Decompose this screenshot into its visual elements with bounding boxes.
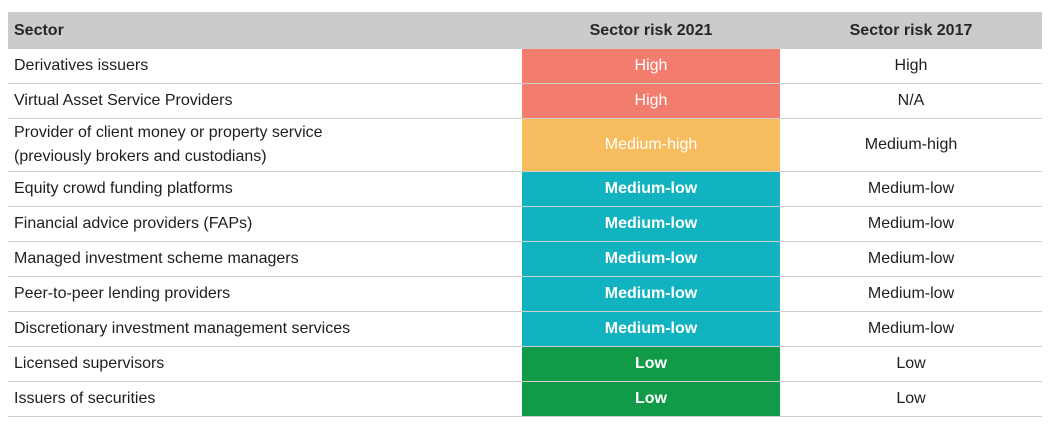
sector-name: Equity crowd funding platforms [14,180,233,197]
risk-2017-value: Medium-high [864,136,958,153]
sector-name-text: Provider of client money or property ser… [14,121,323,169]
risk-2021-badge: Medium-low [522,312,780,346]
risk-2021-badge: Medium-low [522,172,780,206]
header-risk-2021: Sector risk 2021 [589,21,713,39]
risk-2017-value: Medium-low [867,285,955,302]
sector-name: Discretionary investment management serv… [14,320,351,337]
table-row: Managed investment scheme managers Mediu… [8,242,1042,277]
sector-risk-table: Sector Sector risk 2021 Sector risk 2017… [8,12,1042,417]
table-row: Peer-to-peer lending providers Medium-lo… [8,277,1042,312]
risk-2017-value: Low [896,355,926,372]
risk-2017-value: Medium-low [867,180,955,197]
risk-2021-badge: Medium-low [522,242,780,276]
table-row: Discretionary investment management serv… [8,312,1042,347]
table-row: Virtual Asset Service Providers High N/A [8,84,1042,119]
sector-name: Virtual Asset Service Providers [14,92,233,109]
risk-2021-badge: Low [522,382,780,416]
table-row: Financial advice providers (FAPs) Medium… [8,207,1042,242]
risk-2017-value: Medium-low [867,320,955,337]
risk-2017-value: N/A [897,92,925,109]
sector-name: Peer-to-peer lending providers [14,285,231,302]
table-header-row: Sector Sector risk 2021 Sector risk 2017 [8,12,1042,49]
sector-name: Managed investment scheme managers [14,250,299,267]
risk-2017-value: High [894,57,928,74]
header-risk-2017: Sector risk 2017 [849,21,973,39]
table-row: Provider of client money or property ser… [8,119,1042,172]
risk-2017-value: Medium-low [867,250,955,267]
risk-2021-badge: Medium-low [522,277,780,311]
risk-2021-badge: Low [522,347,780,381]
sector-name: Financial advice providers (FAPs) [14,215,253,232]
risk-2021-badge: Medium-low [522,207,780,241]
sector-name-line-2: (previously brokers and custodians) [14,148,267,165]
sector-name: Provider of client money or property ser… [8,119,522,171]
risk-2021-badge: Medium-high [522,119,780,171]
header-sector: Sector [14,21,64,39]
risk-2021-badge: High [522,84,780,118]
sector-name: Derivatives issuers [14,57,149,74]
sector-name: Issuers of securities [14,390,156,407]
table-row: Licensed supervisors Low Low [8,347,1042,382]
sector-name: Licensed supervisors [14,355,165,372]
sector-name-line-1: Provider of client money or property ser… [14,124,323,141]
table-row: Derivatives issuers High High [8,49,1042,84]
table-row: Issuers of securities Low Low [8,382,1042,417]
risk-2017-value: Medium-low [867,215,955,232]
risk-2017-value: Low [896,390,926,407]
risk-2021-badge: High [522,49,780,83]
table-row: Equity crowd funding platforms Medium-lo… [8,172,1042,207]
